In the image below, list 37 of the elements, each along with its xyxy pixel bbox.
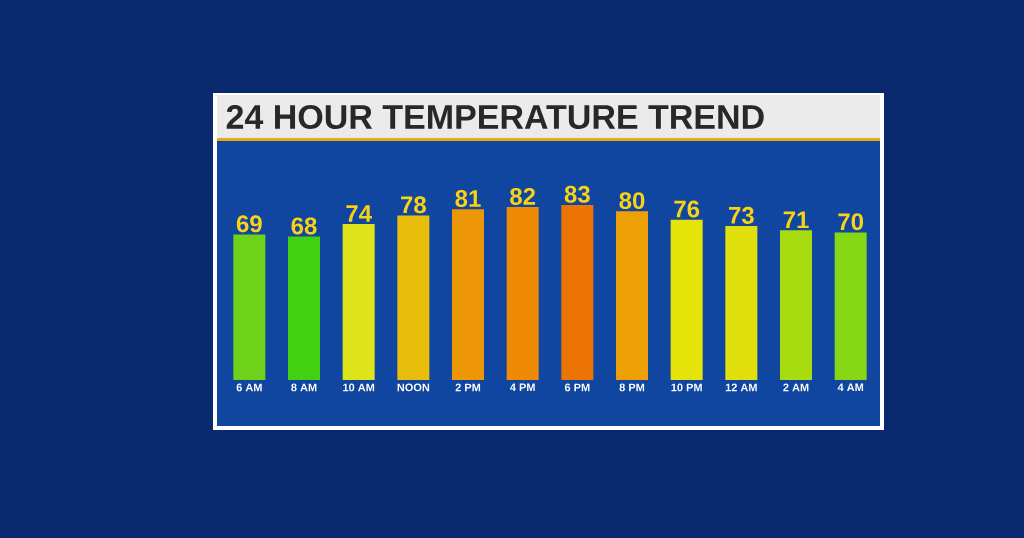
data-label: 78	[401, 196, 426, 214]
data-label: 71	[783, 211, 809, 229]
x-tick-label: 8 AM	[291, 383, 317, 392]
x-tick-label: 6 PM	[564, 383, 590, 392]
data-label: 74	[346, 205, 372, 222]
x-tick-label: 2 AM	[783, 383, 809, 392]
data-label: 70	[838, 213, 864, 231]
x-tick-label: 12 AM	[725, 383, 757, 392]
x-tick-label: NOON	[397, 383, 430, 392]
bar	[780, 230, 813, 380]
bar	[397, 215, 430, 380]
data-label: 73	[729, 206, 754, 224]
bar	[288, 236, 321, 380]
x-tick-label: 2 PM	[455, 383, 481, 392]
bar	[506, 207, 539, 380]
bar	[233, 234, 266, 380]
data-label: 68	[291, 217, 317, 235]
x-tick-label: 4 PM	[510, 383, 535, 392]
data-label: 83	[564, 185, 590, 203]
bar	[561, 204, 594, 380]
data-label: 80	[619, 192, 645, 210]
data-label: 82	[510, 187, 536, 205]
bar	[834, 232, 867, 380]
chart-title: 24 HOUR TEMPERATURE TREND	[226, 104, 764, 130]
x-tick-label: 8 PM	[619, 383, 645, 392]
data-label: 81	[455, 190, 481, 208]
data-label: 76	[674, 200, 700, 218]
x-tick-label: 10 AM	[343, 383, 375, 392]
bar	[342, 223, 375, 380]
x-tick-label: 6 AM	[236, 383, 262, 392]
bar	[616, 211, 649, 380]
bar	[452, 209, 485, 380]
bar	[670, 219, 703, 380]
x-tick-label: 4 AM	[837, 383, 864, 392]
x-tick-label: 10 PM	[671, 383, 702, 392]
data-label: 69	[236, 215, 262, 233]
bar	[725, 226, 758, 380]
